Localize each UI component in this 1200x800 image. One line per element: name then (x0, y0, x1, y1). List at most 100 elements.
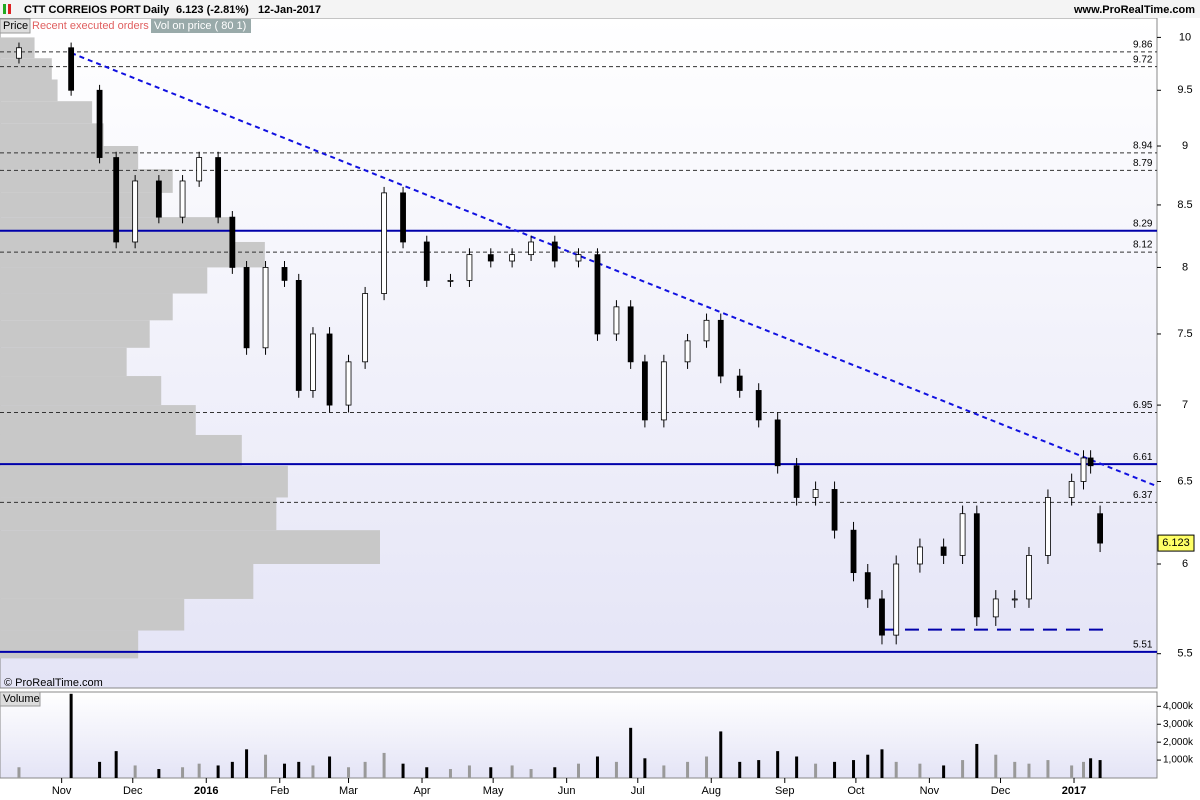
volume-bar (197, 763, 201, 778)
candle-body (310, 333, 316, 391)
volume-bar (69, 693, 73, 778)
volume-bar (529, 769, 533, 778)
volume-profile-bar (0, 598, 185, 631)
tab-label[interactable]: Recent executed orders (32, 20, 149, 32)
volume-bar (311, 765, 315, 778)
volume-profile-bar (0, 79, 58, 102)
volume-bar (297, 761, 301, 778)
volume-bar (489, 767, 493, 778)
candle-body (113, 157, 120, 243)
volume-bar (1070, 765, 1074, 778)
candle-body (528, 241, 534, 256)
level-label: 6.61 (1133, 452, 1153, 463)
candle-body (243, 267, 250, 349)
candle-body (295, 280, 302, 391)
candle-body (68, 47, 75, 91)
volume-bar (595, 756, 599, 778)
candle-body (641, 361, 648, 421)
volume-bar (382, 752, 386, 778)
volume-bar (738, 761, 742, 778)
candle-body (487, 254, 494, 262)
candle-body (1068, 481, 1075, 498)
volume-bar (852, 760, 856, 778)
volume-tab (0, 691, 41, 707)
last-price-box (1157, 534, 1195, 552)
volume-bar (686, 761, 690, 778)
last-price-label: 6.123 (1162, 537, 1190, 549)
candle-body (262, 267, 269, 349)
x-tick-label: Nov (920, 785, 940, 797)
copyright: © ProRealTime.com (4, 677, 103, 689)
candle-body (16, 47, 22, 59)
volume-bar (425, 767, 429, 778)
y-tick-label: 9 (1182, 140, 1188, 152)
candle-body (774, 419, 781, 467)
candle-body (613, 306, 620, 335)
volume-bar (1089, 758, 1093, 778)
volume-bar (1082, 761, 1086, 778)
candle-body (1087, 457, 1094, 467)
volume-bar (814, 763, 818, 778)
candle-body (551, 241, 558, 262)
x-tick-label: Mar (339, 785, 358, 797)
candle-body (940, 546, 947, 556)
volume-title: Volume (3, 693, 40, 705)
candle-body (736, 375, 743, 391)
candle-body (703, 319, 710, 342)
volume-profile-bar (0, 630, 139, 659)
volume-bar (975, 743, 979, 778)
y-tick-label: 8.5 (1177, 199, 1192, 211)
volume-bar (614, 761, 618, 778)
volume-bar (1027, 763, 1031, 778)
volume-bar (757, 760, 761, 778)
candle-body (1045, 497, 1051, 556)
volume-bar (942, 765, 946, 778)
volume-bar (880, 749, 884, 778)
volume-bar (961, 760, 965, 778)
candle-body (447, 280, 454, 282)
candle-body (864, 572, 871, 600)
volume-bar (181, 767, 185, 778)
volume-bar (347, 767, 351, 778)
x-tick-label: Dec (123, 785, 143, 797)
candle-body (381, 192, 387, 294)
level-label: 5.51 (1133, 639, 1153, 650)
y-tick-label: 6 (1182, 558, 1188, 570)
volume-profile-bar (0, 293, 173, 321)
candle-body (423, 241, 430, 281)
volume-bar (448, 769, 452, 778)
candle-body (96, 89, 103, 158)
volume-bar (643, 758, 647, 778)
level-label: 8.29 (1133, 218, 1153, 229)
volume-profile-bar (0, 564, 254, 599)
candle-body (812, 489, 819, 498)
volume-bar (894, 761, 898, 778)
volume-tick-label: 3,000k (1163, 719, 1194, 730)
candle-body (215, 157, 222, 218)
candle-body (660, 361, 667, 421)
tab[interactable] (151, 19, 251, 33)
candle-body (1080, 457, 1087, 482)
y-tick-label: 8 (1182, 261, 1188, 273)
volume-profile-bar (0, 530, 380, 565)
candle-body (155, 180, 162, 218)
candle-body (973, 513, 980, 618)
candle-body (575, 254, 582, 262)
x-tick-label: Jun (558, 785, 576, 797)
y-tick-label: 10 (1179, 31, 1191, 43)
tab-label[interactable]: Price (3, 20, 28, 32)
tab-label[interactable]: Vol on price ( 80 1) (154, 20, 246, 32)
tab[interactable] (0, 18, 31, 34)
volume-bar (467, 765, 471, 778)
candle-body (992, 598, 999, 618)
volume-bar (363, 761, 367, 778)
x-tick-label: May (483, 785, 504, 797)
volume-bar (216, 765, 220, 778)
volume-bar (230, 761, 234, 778)
volume-profile-bar (0, 101, 93, 124)
volume-bar (17, 767, 21, 778)
volume-bar (866, 754, 870, 778)
candle-body (959, 513, 966, 556)
level-label: 6.95 (1133, 400, 1153, 411)
volume-bar (510, 765, 514, 778)
